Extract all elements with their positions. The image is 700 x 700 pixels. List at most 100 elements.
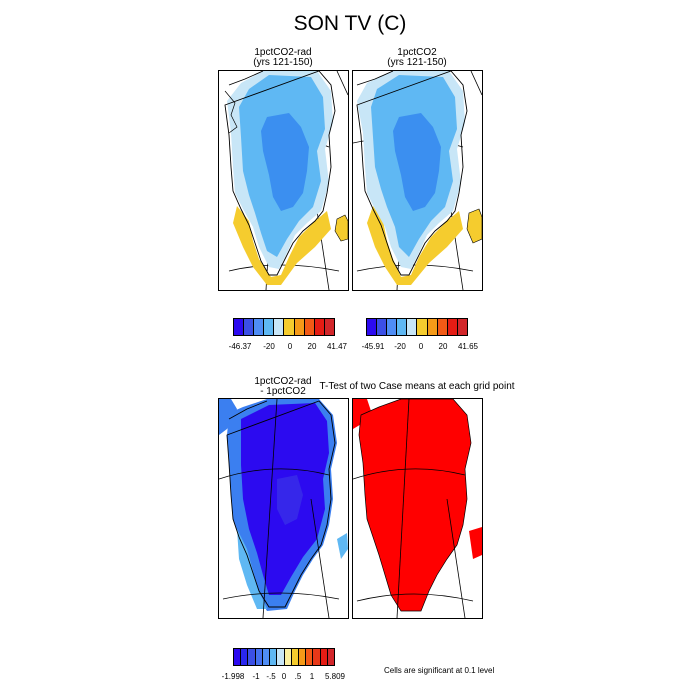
legend-swatch <box>417 319 428 335</box>
map-panel-1pctco2-rad <box>218 70 349 291</box>
legend-swatch <box>277 649 285 665</box>
legend-swatch <box>377 319 388 335</box>
map-panel-1pctco2 <box>352 70 483 291</box>
legend-swatch <box>264 319 275 335</box>
legend-swatch <box>291 649 299 665</box>
legend-swatch <box>284 649 292 665</box>
legend-swatch <box>234 649 242 665</box>
panel-3-title-line2: - 1pctCO2 <box>260 386 306 397</box>
legend-swatch <box>284 319 295 335</box>
legend-2-tick: -20 <box>394 342 406 351</box>
legend-colorbar-3 <box>233 648 335 666</box>
map-svg-1 <box>224 71 348 290</box>
legend-swatch <box>457 319 467 335</box>
legend-3-tick: .5 <box>294 672 302 681</box>
map-svg-2 <box>353 71 482 290</box>
panel-3-title: 1pctCO2-rad - 1pctCO2 <box>218 377 348 397</box>
panel-4-title: T-Test of two Case means at each grid po… <box>312 382 522 392</box>
latitude-line <box>222 592 340 600</box>
field-deep-core <box>277 475 303 525</box>
coastline <box>224 71 336 276</box>
legend-swatch <box>241 649 249 665</box>
longitude-line <box>262 399 278 618</box>
legend-swatch <box>254 319 265 335</box>
longitude-line <box>446 498 466 618</box>
legend-swatch <box>306 649 314 665</box>
longitude-line <box>470 71 482 96</box>
coastline <box>356 71 468 276</box>
legend-swatch <box>262 649 271 665</box>
legend-swatch <box>304 319 315 335</box>
legend-3-tick: 1 <box>309 672 315 681</box>
legend-swatch <box>244 319 255 335</box>
legend-3-tick: -1.998 <box>221 672 245 681</box>
legend-swatch <box>327 649 335 665</box>
field-yellow-band <box>233 206 331 285</box>
field-fragment <box>219 399 237 435</box>
legend-swatch <box>427 319 438 335</box>
panel-1-title-line1: 1pctCO2-rad <box>254 47 312 58</box>
field-red-fragment-2 <box>469 527 482 559</box>
legend-2-tick: 0 <box>418 342 424 351</box>
panel-2-title-line2: (yrs 121-150) <box>387 57 447 68</box>
legend-swatch <box>324 319 334 335</box>
legend-3-tick: -.5 <box>266 672 276 681</box>
panel-1-title-line2: (yrs 121-150) <box>253 57 313 68</box>
legend-swatch <box>437 319 448 335</box>
latitude-line <box>356 593 474 602</box>
legend-3-tick: 5.809 <box>324 672 346 681</box>
map-panel-ttest <box>352 398 483 619</box>
legend-panel-2 <box>366 318 468 336</box>
field-mid-blue <box>261 113 309 211</box>
legend-swatch <box>255 649 263 665</box>
significance-note: Cells are significant at 0.1 level <box>384 666 495 675</box>
map-svg-4 <box>353 399 482 618</box>
map-svg-3 <box>219 399 348 618</box>
longitude-line <box>396 399 410 618</box>
legend-swatch <box>407 319 418 335</box>
legend-swatch <box>234 319 245 335</box>
legend-panel-1 <box>233 318 335 336</box>
legend-swatch <box>367 319 378 335</box>
legend-colorbar-2 <box>366 318 468 336</box>
legend-2-tick: 20 <box>438 342 448 351</box>
panel-2-title-line1: 1pctCO2 <box>397 47 437 58</box>
legend-panel-3 <box>233 648 335 666</box>
coastline <box>226 400 336 608</box>
panel-1-title: 1pctCO2-rad (yrs 121-150) <box>218 48 348 68</box>
legend-1-tick: 0 <box>287 342 293 351</box>
legend-swatch <box>447 319 458 335</box>
coastline-detail <box>224 90 238 134</box>
latitude-line <box>219 468 330 480</box>
legend-2-tick: -45.91 <box>361 342 385 351</box>
legend-3-tick: 0 <box>281 672 287 681</box>
panel-4-title-line1: T-Test of two Case means at each grid po… <box>319 381 515 392</box>
latitude-line <box>353 468 466 480</box>
legend-2-tick: 41.65 <box>457 342 479 351</box>
legend-swatch <box>320 649 328 665</box>
legend-swatch <box>274 319 285 335</box>
legend-colorbar-1 <box>233 318 335 336</box>
field-yellow-fragment <box>466 208 482 244</box>
legend-swatch <box>270 649 278 665</box>
panel-2-title: 1pctCO2 (yrs 121-150) <box>352 48 482 68</box>
panel-3-title-line1: 1pctCO2-rad <box>254 376 312 387</box>
legend-1-tick: -46.37 <box>228 342 252 351</box>
legend-swatch <box>387 319 398 335</box>
field-red-fragment <box>353 399 371 429</box>
legend-swatch <box>248 649 256 665</box>
legend-1-tick: 41.47 <box>326 342 348 351</box>
legend-swatch <box>314 319 325 335</box>
legend-swatch <box>294 319 305 335</box>
field-light-fragment <box>337 533 348 559</box>
map-panel-difference <box>218 398 349 619</box>
legend-swatch <box>298 649 307 665</box>
legend-3-tick: -1 <box>252 672 260 681</box>
page-title: SON TV (C) <box>293 12 407 35</box>
field-yellow-band <box>367 206 463 285</box>
legend-1-tick: -20 <box>263 342 275 351</box>
field-mid-blue <box>393 113 441 211</box>
legend-1-tick: 20 <box>307 342 317 351</box>
longitude-line <box>336 71 348 96</box>
legend-swatch <box>397 319 408 335</box>
